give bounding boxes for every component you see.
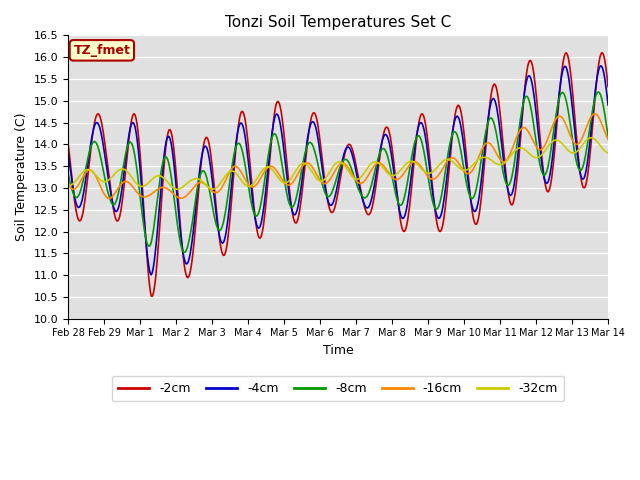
Line: -2cm: -2cm [68, 53, 608, 297]
-32cm [207, 186, 214, 192]
Line: -32cm: -32cm [68, 138, 608, 189]
-16cm [330, 169, 338, 175]
Text: TZ_fmet: TZ_fmet [74, 44, 131, 57]
-4cm [596, 63, 604, 69]
-16cm [106, 196, 113, 202]
-2cm [184, 275, 191, 280]
-2cm [598, 50, 606, 56]
-4cm [184, 261, 191, 266]
Line: -4cm: -4cm [68, 66, 608, 275]
-4cm [64, 150, 72, 156]
-8cm [184, 245, 191, 251]
-4cm [147, 272, 155, 278]
-32cm [173, 186, 181, 192]
-16cm [604, 137, 612, 143]
-8cm [436, 199, 444, 205]
-16cm [64, 181, 72, 187]
-4cm [556, 89, 563, 95]
-32cm [330, 162, 338, 168]
Title: Tonzi Soil Temperatures Set C: Tonzi Soil Temperatures Set C [225, 15, 451, 30]
Legend: -2cm, -4cm, -8cm, -16cm, -32cm: -2cm, -4cm, -8cm, -16cm, -32cm [112, 376, 564, 401]
Y-axis label: Soil Temperature (C): Soil Temperature (C) [15, 113, 28, 241]
-32cm [604, 150, 612, 156]
-32cm [556, 138, 563, 144]
Line: -16cm: -16cm [68, 114, 608, 199]
-16cm [207, 187, 214, 192]
-8cm [595, 89, 602, 95]
-8cm [556, 96, 563, 101]
-8cm [604, 133, 612, 139]
-32cm [587, 135, 595, 141]
-16cm [556, 113, 563, 119]
-16cm [591, 111, 598, 117]
-8cm [207, 193, 214, 199]
X-axis label: Time: Time [323, 344, 353, 357]
-32cm [64, 183, 72, 189]
-2cm [556, 93, 563, 99]
-32cm [184, 180, 191, 186]
-8cm [180, 250, 188, 255]
-16cm [383, 167, 390, 173]
-8cm [64, 171, 72, 177]
-32cm [436, 161, 444, 167]
-2cm [604, 84, 612, 90]
-4cm [436, 215, 444, 220]
Line: -8cm: -8cm [68, 92, 608, 252]
-4cm [604, 102, 612, 108]
-4cm [383, 132, 390, 138]
-16cm [436, 170, 444, 176]
-4cm [207, 164, 214, 170]
-2cm [436, 228, 444, 234]
-2cm [148, 294, 156, 300]
-32cm [383, 169, 390, 175]
-4cm [330, 196, 338, 202]
-8cm [383, 151, 390, 156]
-16cm [184, 192, 191, 198]
-2cm [330, 206, 338, 212]
-2cm [383, 124, 390, 130]
-8cm [330, 183, 338, 189]
-2cm [64, 139, 72, 145]
-2cm [207, 150, 214, 156]
